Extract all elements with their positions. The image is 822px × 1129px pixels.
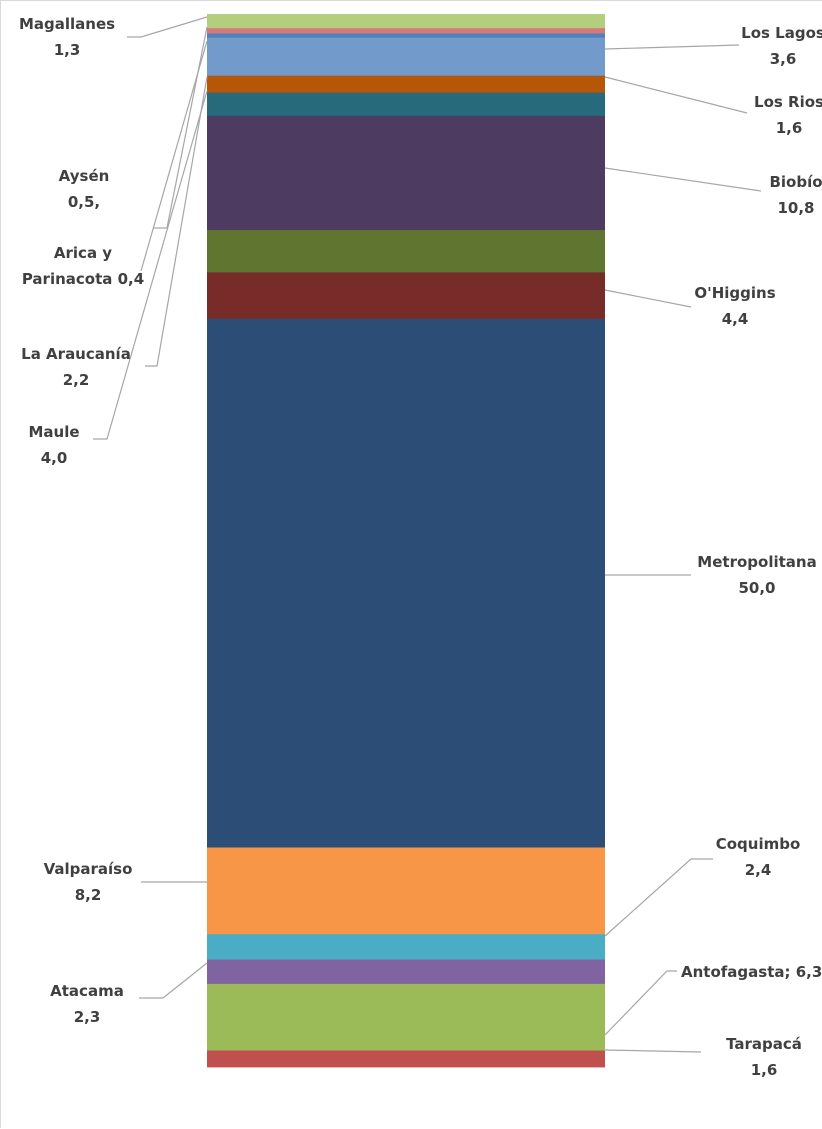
leader-line — [604, 76, 748, 114]
data-label: Metropolitana — [697, 553, 816, 571]
bar-segment — [207, 1050, 605, 1068]
data-label: 0,5, — [68, 193, 100, 211]
data-label: O'Higgins — [694, 284, 775, 302]
bar-segment — [207, 959, 605, 984]
data-label: Maule — [28, 423, 79, 441]
data-label: Atacama — [50, 982, 124, 1000]
data-label: 2,3 — [74, 1008, 101, 1026]
bar-segment — [207, 92, 605, 116]
bar-segment — [207, 75, 605, 93]
data-label: 2,2 — [63, 371, 90, 389]
data-label: 3,6 — [770, 50, 797, 68]
data-label: 1,6 — [751, 1061, 778, 1079]
data-label: 8,2 — [75, 886, 102, 904]
data-label: 4,4 — [722, 310, 749, 328]
leader-line — [604, 167, 762, 192]
data-label: Antofagasta; 6,3 — [681, 963, 822, 981]
bar-segment — [207, 847, 605, 935]
bar-segment — [207, 27, 605, 34]
leader-line — [93, 90, 208, 440]
bar-segments — [207, 14, 605, 1068]
bar-segment — [207, 229, 605, 273]
data-label: Los Lagos — [741, 24, 822, 42]
data-label: 2,4 — [745, 861, 772, 879]
leader-lines — [93, 16, 762, 1053]
data-label: Parinacota 0,4 — [22, 270, 144, 288]
bar-segment — [207, 271, 605, 319]
data-label: 1,6 — [776, 119, 803, 137]
bar-segment — [207, 983, 605, 1051]
data-label: La Araucanía — [21, 345, 131, 363]
bar-segment — [207, 37, 605, 76]
data-label: 1,3 — [54, 41, 81, 59]
leader-line — [604, 1049, 702, 1053]
data-label: 50,0 — [738, 579, 775, 597]
data-label: Aysén — [59, 167, 110, 185]
leader-line — [153, 26, 208, 229]
data-labels: Tarapacá 1,6 Antofagasta; 6,3 Atacama 2,3 Coq… — [19, 15, 822, 1079]
leader-line — [604, 289, 692, 308]
leader-line — [604, 858, 713, 937]
bar-segment — [207, 33, 605, 38]
bar-segment — [207, 115, 605, 231]
leader-line — [145, 76, 208, 367]
bar-segment — [207, 318, 605, 848]
data-label: Tarapacá — [726, 1035, 802, 1053]
data-label: Coquimbo — [716, 835, 801, 853]
data-label: 10,8 — [777, 199, 814, 217]
bar-segment — [207, 933, 605, 960]
data-label: Arica y — [54, 244, 112, 262]
leader-line — [604, 970, 677, 1036]
leader-line — [604, 44, 740, 50]
data-label: Magallanes — [19, 15, 115, 33]
data-label: Los Rios — [754, 93, 822, 111]
data-label: Valparaíso — [44, 860, 133, 878]
leader-line — [139, 962, 208, 999]
leader-line — [127, 16, 208, 38]
bar-segment — [207, 14, 605, 29]
data-label: Biobío — [769, 173, 822, 191]
data-label: 4,0 — [41, 449, 68, 467]
